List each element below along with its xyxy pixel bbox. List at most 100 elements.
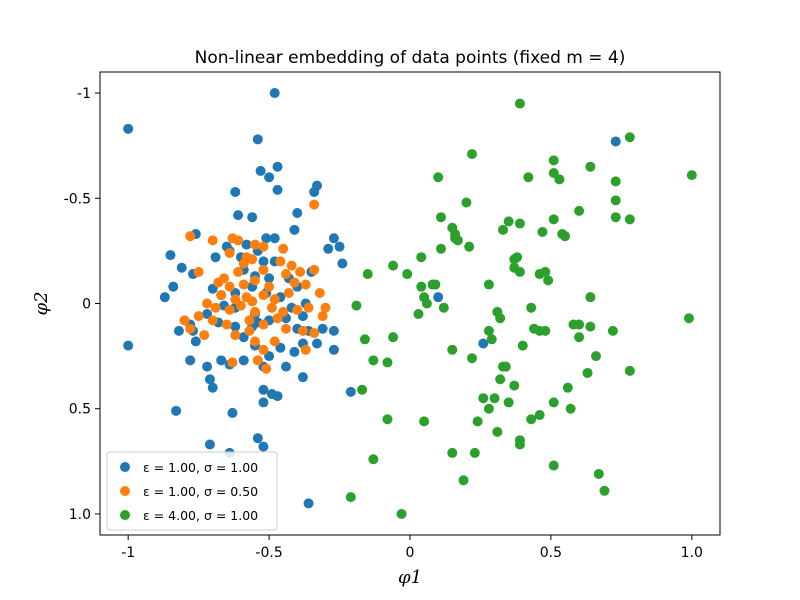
y-tick-label: 0 <box>82 297 91 313</box>
chart-title: Non-linear embedding of data points (fix… <box>195 48 626 68</box>
legend-label: ε = 1.00, σ = 0.50 <box>143 484 258 499</box>
data-point <box>250 239 260 250</box>
data-point <box>309 327 320 338</box>
data-point <box>585 321 596 332</box>
data-point <box>204 439 215 450</box>
data-point <box>337 258 348 269</box>
data-point <box>534 410 545 421</box>
data-point <box>686 170 697 181</box>
data-point <box>230 330 241 341</box>
data-point <box>281 269 291 280</box>
data-point <box>303 498 314 509</box>
data-point <box>416 281 427 292</box>
data-point <box>517 340 528 351</box>
data-point <box>264 273 275 284</box>
data-point <box>334 241 345 252</box>
data-point <box>548 155 559 166</box>
data-point <box>193 266 204 277</box>
series-1-points <box>123 88 621 509</box>
data-point <box>219 273 229 284</box>
data-point <box>514 218 525 229</box>
data-point <box>492 426 503 437</box>
data-point <box>624 214 635 225</box>
data-point <box>238 258 249 269</box>
data-point <box>278 243 289 254</box>
data-point <box>185 231 196 242</box>
data-point <box>593 468 604 479</box>
data-point <box>312 338 322 349</box>
data-point <box>500 361 511 372</box>
data-point <box>210 302 221 313</box>
series-3-points <box>345 98 697 519</box>
data-point <box>258 384 269 395</box>
data-point <box>123 123 134 134</box>
data-point <box>258 441 269 452</box>
data-point <box>359 334 370 345</box>
data-point <box>574 319 585 330</box>
data-point <box>309 264 320 275</box>
data-point <box>247 296 258 307</box>
data-point <box>221 319 232 330</box>
data-point <box>244 315 255 326</box>
data-point <box>230 186 241 197</box>
data-point <box>247 212 258 223</box>
data-point <box>467 353 477 364</box>
data-point <box>503 216 514 227</box>
data-point <box>269 233 280 244</box>
data-point <box>227 407 238 418</box>
x-tick-label: -1 <box>121 545 135 561</box>
data-point <box>565 403 576 414</box>
data-point <box>292 208 303 219</box>
data-point <box>351 300 362 311</box>
x-tick-label: 1.0 <box>681 545 703 561</box>
data-point <box>624 365 635 376</box>
data-point <box>447 447 458 458</box>
data-point <box>283 287 294 298</box>
data-point <box>514 266 525 277</box>
data-point <box>514 439 525 450</box>
data-point <box>275 256 286 267</box>
data-point <box>258 319 269 330</box>
data-point <box>235 300 246 311</box>
legend-label: ε = 4.00, σ = 1.00 <box>143 508 258 523</box>
data-point <box>483 325 494 336</box>
x-axis-ticks: -1 -0.5 0 0.5 1.0 <box>121 535 703 561</box>
data-point <box>202 298 213 309</box>
data-point <box>295 266 306 277</box>
data-point <box>562 382 573 393</box>
data-point <box>509 254 520 265</box>
data-point <box>297 325 308 336</box>
data-point <box>261 363 272 374</box>
data-point <box>509 380 520 391</box>
data-point <box>537 226 548 237</box>
data-point <box>281 323 291 334</box>
x-axis-label: φ1 <box>398 567 422 588</box>
data-point <box>388 332 399 343</box>
data-point <box>543 275 554 286</box>
data-point <box>272 391 283 402</box>
legend-box <box>106 451 278 531</box>
data-point <box>574 332 585 343</box>
data-point <box>574 205 585 216</box>
data-point <box>388 260 399 271</box>
data-point <box>526 414 537 425</box>
data-point <box>224 281 235 292</box>
data-point <box>523 172 534 183</box>
data-point <box>554 174 565 185</box>
data-point <box>185 323 196 334</box>
legend-marker <box>120 486 130 496</box>
y-tick-label: 0.5 <box>69 402 91 418</box>
data-point <box>207 382 218 393</box>
data-point <box>610 136 621 147</box>
data-point <box>436 212 446 223</box>
data-point <box>264 172 275 183</box>
data-point <box>168 281 179 292</box>
data-point <box>478 338 489 349</box>
legend-marker <box>120 510 130 520</box>
data-point <box>430 279 441 290</box>
data-point <box>165 250 176 261</box>
legend: ε = 1.00, σ = 1.00 ε = 1.00, σ = 0.50 ε = … <box>106 451 278 531</box>
data-point <box>433 172 444 183</box>
data-point <box>610 176 621 187</box>
